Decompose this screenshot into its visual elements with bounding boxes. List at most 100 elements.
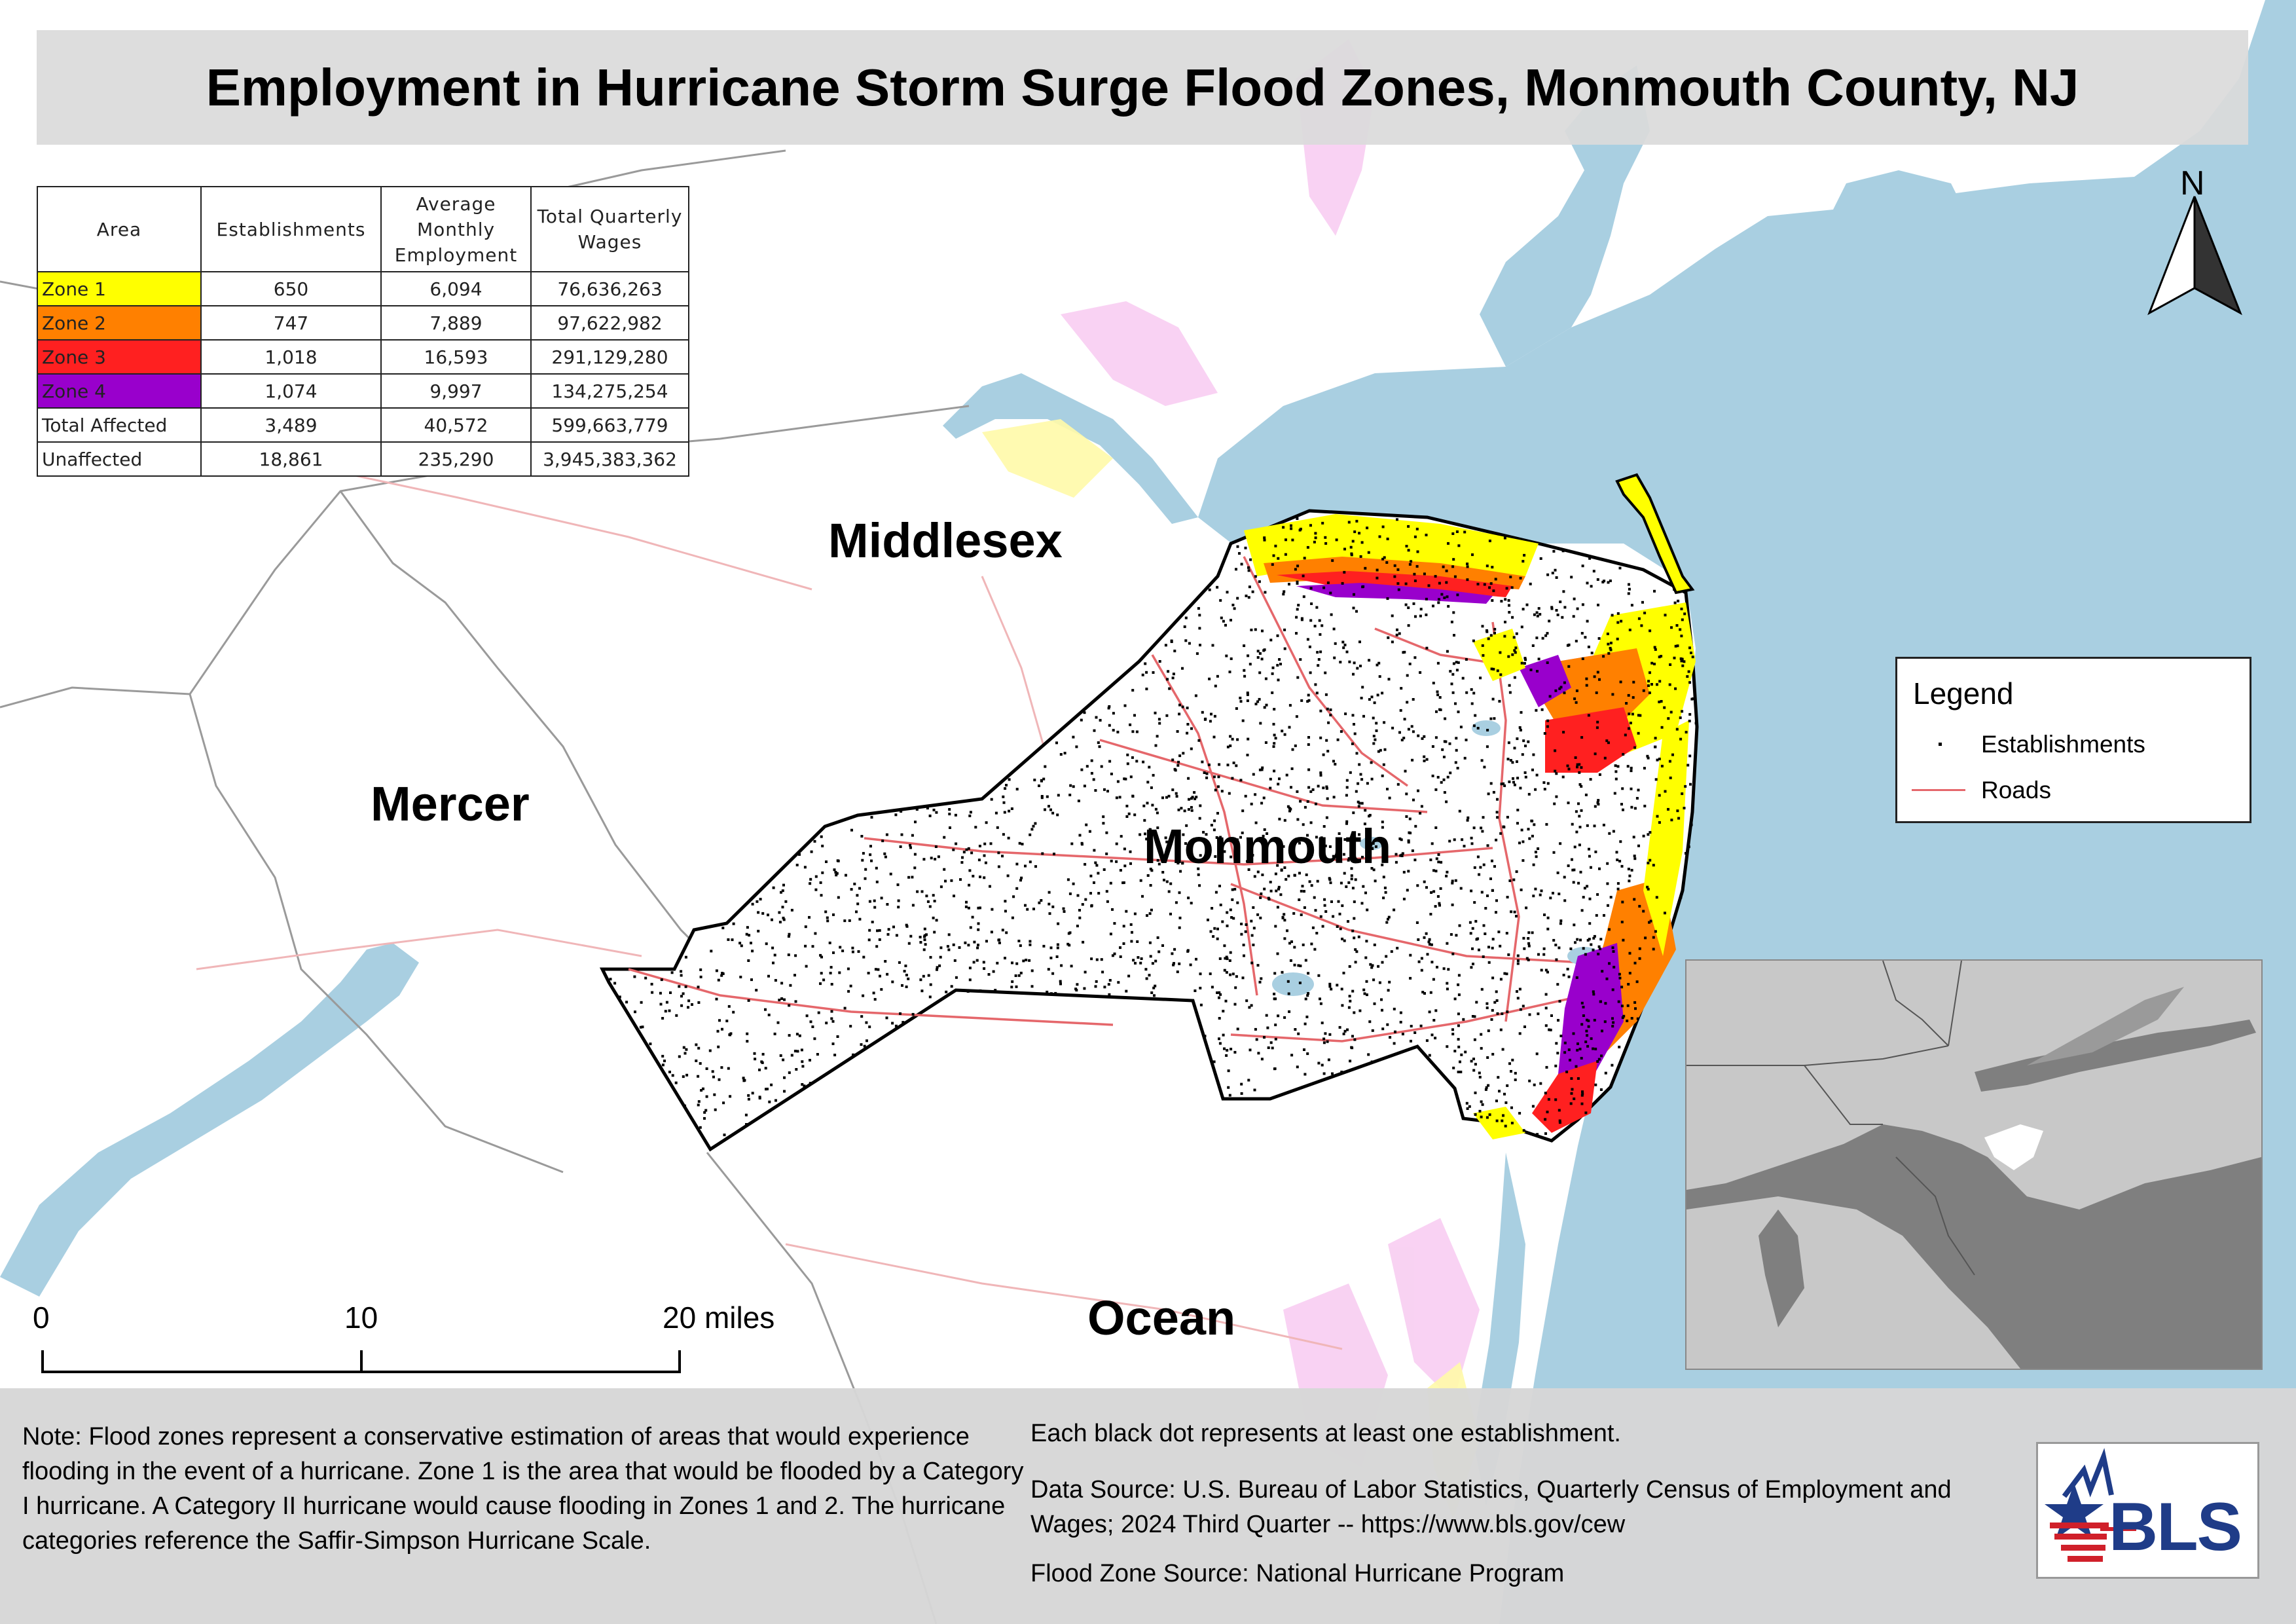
establishment-dot <box>1398 837 1402 840</box>
establishment-dot <box>1446 987 1449 991</box>
establishment-dot <box>1653 663 1656 665</box>
establishment-dot <box>1029 943 1032 946</box>
establishment-dot <box>939 955 942 959</box>
establishment-dot <box>1589 778 1592 781</box>
establishment-dot <box>1382 876 1385 879</box>
establishment-dot <box>1399 709 1402 712</box>
establishment-dot <box>1455 661 1458 664</box>
establishment-dot <box>1325 816 1328 819</box>
establishment-dot <box>1326 1040 1329 1043</box>
establishment-dot <box>1443 596 1446 599</box>
establishment-dot <box>1451 879 1454 883</box>
establishment-dot <box>1083 987 1086 990</box>
establishment-dot <box>1165 714 1169 717</box>
establishment-dot <box>871 921 874 923</box>
establishment-dot <box>897 899 900 902</box>
establishment-dot <box>1212 1060 1216 1063</box>
establishment-dot <box>1108 724 1111 727</box>
establishment-dot <box>1368 659 1371 662</box>
establishment-dot <box>1366 856 1369 859</box>
establishment-dot <box>830 1017 833 1020</box>
establishment-dot <box>1161 871 1165 874</box>
establishment-dot <box>1236 838 1239 841</box>
wages-cell: 599,663,779 <box>530 407 689 443</box>
establishment-dot <box>879 974 881 978</box>
establishment-dot <box>835 872 839 875</box>
establishment-dot <box>1451 1028 1454 1031</box>
establishment-dot <box>1030 985 1034 988</box>
establishment-dot <box>1241 831 1244 834</box>
establishment-dot <box>1226 764 1230 767</box>
establishment-dot <box>1420 957 1423 960</box>
establishment-dot <box>1572 1032 1575 1035</box>
establishment-dot <box>1369 963 1372 966</box>
establishment-dot <box>1500 783 1503 786</box>
establishment-dot <box>1567 643 1571 646</box>
establishment-dot <box>909 934 913 938</box>
establishment-dot <box>1350 867 1353 870</box>
establishment-dot <box>1226 745 1230 748</box>
establishment-dot <box>1165 840 1169 843</box>
establishment-dot <box>837 896 840 899</box>
establishment-dot <box>1307 786 1311 789</box>
establishment-dot <box>1012 895 1015 898</box>
establishment-dot <box>1660 655 1663 658</box>
establishment-dot <box>661 1054 665 1058</box>
establishment-dot <box>1630 766 1633 769</box>
establishment-dot <box>1438 581 1441 585</box>
establishment-dot <box>1355 752 1358 755</box>
establishment-dot <box>1328 878 1332 881</box>
establishment-dot <box>809 882 812 885</box>
establishment-dot <box>650 982 653 986</box>
establishment-dot <box>727 1067 730 1070</box>
establishment-dot <box>1343 838 1347 841</box>
establishment-dot <box>899 845 902 848</box>
establishment-dot <box>1241 976 1245 980</box>
establishment-dot <box>1534 788 1537 791</box>
establishment-dot <box>1146 874 1150 877</box>
establishment-dot <box>1350 838 1353 841</box>
establishment-dot <box>1287 992 1290 995</box>
establishment-dot <box>1544 634 1548 637</box>
establishment-dot <box>1448 840 1451 843</box>
establishment-dot <box>1503 536 1506 540</box>
establishment-dot <box>1256 913 1260 916</box>
flood-zone-stats-table: Area Establishments Average Monthly Empl… <box>37 186 689 477</box>
establishment-dot <box>1481 1103 1484 1106</box>
establishment-dot <box>1341 937 1344 940</box>
establishment-dot <box>1233 607 1236 610</box>
establishment-dot <box>813 1037 816 1041</box>
establishment-dot <box>1546 782 1550 785</box>
establishment-dot <box>1332 855 1335 858</box>
establishment-dot <box>1606 862 1609 865</box>
establishment-dot <box>1405 815 1408 818</box>
establishment-dot <box>1559 919 1563 923</box>
establishment-dot <box>809 877 812 881</box>
establishment-dot <box>664 1010 667 1013</box>
establishment-dot <box>1648 692 1651 694</box>
establishment-dot <box>1518 1032 1522 1035</box>
establishment-dot <box>1242 944 1245 947</box>
establishment-dot <box>1650 683 1653 686</box>
establishment-dot <box>1483 583 1486 586</box>
establishment-dot <box>997 938 1000 942</box>
establishment-dot <box>1546 632 1549 635</box>
establishment-dot <box>1005 931 1008 934</box>
establishment-dot <box>1010 807 1013 810</box>
establishment-dot <box>820 972 823 975</box>
establishment-dot <box>1434 905 1437 908</box>
establishment-dot <box>1658 758 1661 760</box>
establishment-dot <box>1351 989 1355 993</box>
establishment-dot <box>1478 873 1481 876</box>
establishment-dot <box>1575 1065 1578 1068</box>
establishment-dot <box>1190 809 1194 812</box>
establishment-dot <box>1630 787 1633 790</box>
establishment-dot <box>1580 909 1584 912</box>
establishment-dot <box>1377 965 1380 968</box>
establishment-dot <box>1428 943 1431 946</box>
establishment-dot <box>1341 1004 1344 1007</box>
establishment-dot <box>1323 904 1326 907</box>
establishment-dot <box>1126 762 1129 766</box>
establishment-dot <box>1253 1088 1256 1092</box>
establishment-dot <box>878 938 881 941</box>
